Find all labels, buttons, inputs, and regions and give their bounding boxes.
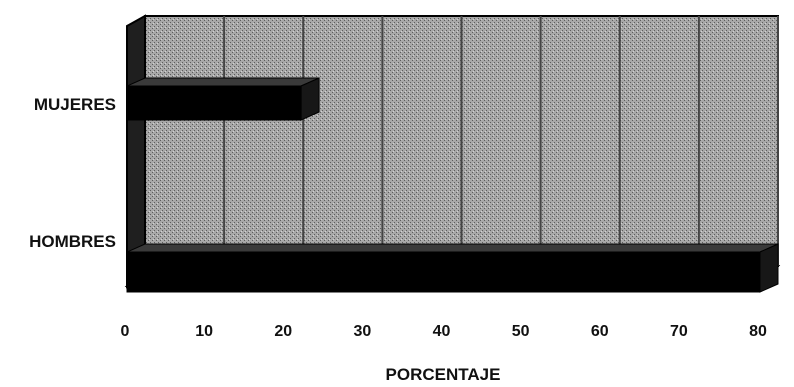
- y-axis-categories: MUJERES HOMBRES: [29, 95, 116, 251]
- x-tick-label-30: 30: [353, 323, 371, 340]
- x-tick-label-40: 40: [433, 323, 451, 340]
- x-tick-label-20: 20: [274, 323, 292, 340]
- x-tick-label-50: 50: [512, 323, 530, 340]
- x-tick-label-80: 80: [749, 323, 767, 340]
- x-axis-title: PORCENTAJE: [386, 365, 501, 384]
- bar-hombres: [126, 243, 779, 293]
- x-tick-label-0: 0: [121, 323, 130, 340]
- bar-top-face-mujeres: [126, 77, 320, 87]
- category-label-hombres: HOMBRES: [29, 232, 116, 251]
- x-axis-ticks: 0 10 20 30 40 50 60 70 80: [121, 323, 767, 340]
- category-label-mujeres: MUJERES: [34, 95, 116, 114]
- x-tick-label-10: 10: [195, 323, 213, 340]
- bar-mujeres: [126, 77, 320, 121]
- bar-top-face-hombres: [126, 243, 779, 253]
- bar-side-face-mujeres: [300, 77, 320, 121]
- x-tick-label-60: 60: [591, 323, 609, 340]
- bar-front-face-hombres: [126, 251, 761, 293]
- x-tick-label-70: 70: [670, 323, 688, 340]
- bar-side-face-hombres: [759, 243, 779, 293]
- bar-front-face-mujeres: [126, 85, 302, 121]
- bars: [126, 77, 779, 293]
